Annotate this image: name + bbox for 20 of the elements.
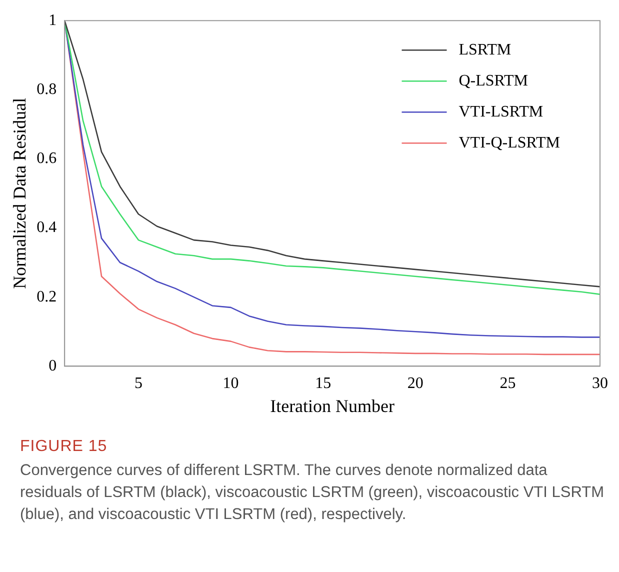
x-axis-title: Iteration Number: [270, 396, 395, 416]
caption: FIGURE 15: [20, 438, 108, 456]
legend-label: LSRTM: [458, 41, 512, 58]
x-tick-label: 20: [407, 375, 424, 392]
y-tick-label: 0.8: [36, 80, 57, 98]
x-tick-label: 25: [500, 375, 516, 392]
x-tick-label: 10: [222, 375, 239, 392]
y-tick-label: 0.6: [36, 150, 57, 168]
y-axis-title: Normalized Data Residual: [10, 98, 30, 289]
y-tick-label: 0: [48, 357, 57, 374]
y-tick-label: 1: [48, 12, 57, 29]
legend-label: Q-LSRTM: [458, 72, 528, 90]
x-tick-label: 5: [134, 375, 142, 392]
legend-label: VTI-Q-LSRTM: [458, 134, 560, 152]
x-tick-label: 30: [592, 375, 608, 392]
y-tick-label: 0.4: [36, 219, 57, 236]
x-tick-label: 15: [315, 375, 332, 392]
legend-label: VTI-LSRTM: [458, 103, 544, 120]
y-tick-label: 0.2: [36, 288, 57, 306]
text: Convergence curves of different LSRTM. The curves denote normalized data residuals of LSRTM (black), viscoacoustic LSRTM (green), viscoacoustic VTI LSRTM (blue), and viscoacoustic VTI LSRTM (red), respectively.: [20, 461, 606, 525]
